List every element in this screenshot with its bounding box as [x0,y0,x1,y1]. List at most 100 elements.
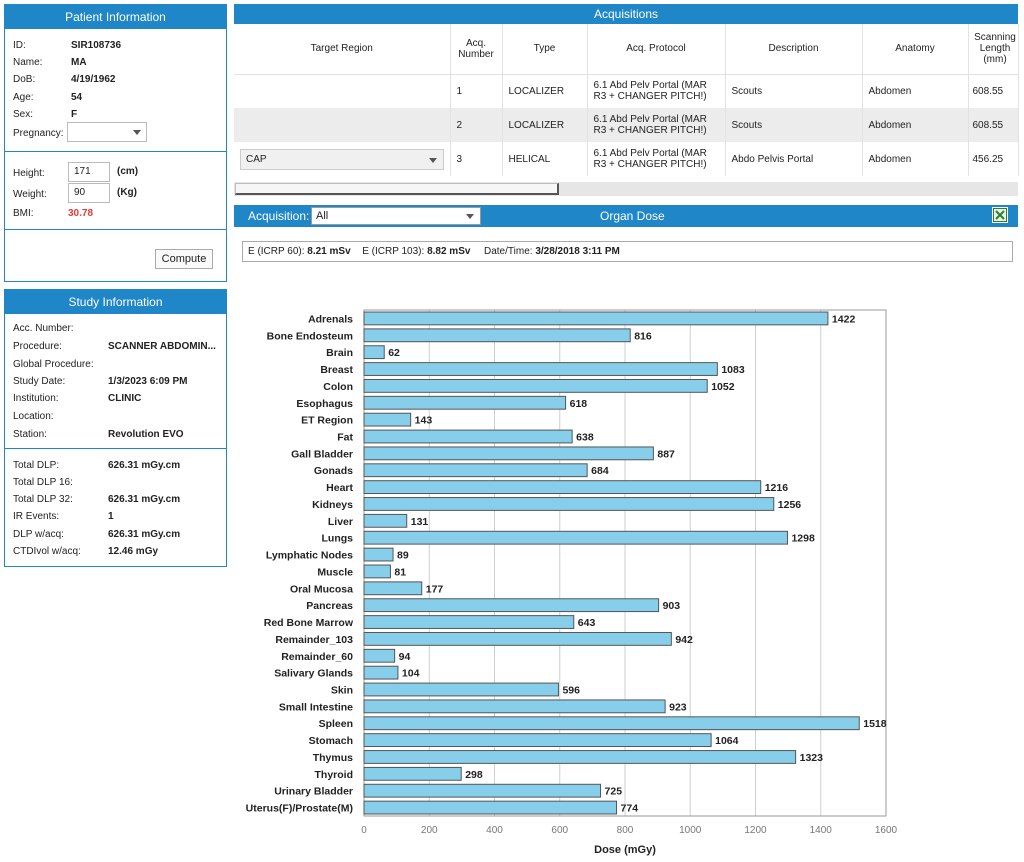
field-label: Sex: [13,109,34,120]
patient-age-row: Age: 54 [13,92,82,103]
bar[interactable] [363,716,860,731]
bar-value-label: 942 [675,634,693,646]
field-label: Global Procedure: [13,359,94,370]
bar[interactable] [363,648,396,663]
bar[interactable] [363,682,559,697]
field-value: Revolution EVO [108,429,184,440]
target-region-select[interactable]: CAP [240,148,444,170]
bar-value-label: 725 [605,786,623,798]
length-cell: 456.25 [968,142,1019,176]
category-label: Muscle [317,566,353,578]
bar-value-label: 903 [663,600,681,612]
category-label: Remainder_60 [281,651,353,663]
bar[interactable] [363,800,618,815]
bar[interactable] [363,750,797,764]
horizontal-scrollbar[interactable] [234,182,1018,196]
bar-value-label: 94 [399,651,411,663]
weight-label: Weight: [13,189,47,200]
study-procedure-row: Procedure: SCANNER ABDOMIN... [13,341,216,352]
category-label: Oral Mucosa [290,583,353,595]
bar[interactable] [363,530,788,545]
acq-number-cell: 1 [450,74,503,108]
column-header[interactable]: Anatomy [862,24,969,74]
pregnancy-select[interactable] [67,122,147,142]
excel-glyph [994,209,1006,221]
excel-export-icon[interactable] [992,207,1008,223]
bar[interactable] [363,497,775,511]
column-header[interactable]: Scanning Length (mm) [968,24,1019,74]
bar[interactable] [363,429,573,444]
bar[interactable] [363,412,412,427]
acquisition-filter-value: All [316,210,329,222]
field-value: F [71,109,78,120]
table-row[interactable]: 2 LOCALIZER 6.1 Abd Pelv Portal (MAR R3 … [234,108,1019,142]
field-label: Total DLP: [13,460,60,471]
field-label: Station: [13,429,47,440]
field-value: 1/3/2023 6:09 PM [108,376,188,387]
weight-unit: (Kg) [117,187,137,198]
height-input[interactable]: 171 [68,162,110,182]
ir-events-row: IR Events: 1 [13,511,114,522]
bar[interactable] [363,615,575,629]
anatomy-cell: Abdomen [862,108,969,142]
field-value: 12.46 mGy [108,546,159,557]
bar-value-label: 89 [397,550,409,562]
weight-input[interactable]: 90 [68,183,110,203]
acq-number-cell: 2 [450,108,503,142]
bar[interactable] [363,733,712,748]
bar-value-label: 816 [634,330,652,342]
bar-value-label: 81 [394,566,406,578]
category-label: Skin [331,685,353,697]
column-header[interactable]: Target Region [234,24,451,74]
e103-value: 8.82 mSv [427,246,471,257]
bar[interactable] [363,665,399,680]
table-row[interactable]: CAP 3 HELICAL 6.1 Abd Pelv Portal (MAR R… [234,142,1019,176]
effective-dose-summary: E (ICRP 60): 8.21 mSv E (ICRP 103): 8.82… [242,241,1013,262]
category-label: Liver [328,516,353,528]
target-region-cell: CAP [234,142,451,176]
bar-value-label: 104 [402,668,420,680]
column-header[interactable]: Acq. Number [450,24,503,74]
description-cell: Abdo Pelvis Portal [725,142,863,176]
bar[interactable] [363,395,567,410]
bar[interactable] [363,378,708,393]
compute-button[interactable]: Compute [155,249,213,269]
bar[interactable] [363,463,588,478]
bar[interactable] [363,598,660,613]
column-header[interactable]: Acq. Protocol [587,24,726,74]
bar[interactable] [363,328,631,343]
bar[interactable] [363,766,462,781]
bar-value-label: 1216 [765,482,789,494]
bar[interactable] [363,362,718,376]
field-label: ID: [13,40,26,51]
table-row[interactable]: 1 LOCALIZER 6.1 Abd Pelv Portal (MAR R3 … [234,74,1019,108]
field-value: 1 [108,511,114,522]
total-dlp32-row: Total DLP 32: 626.31 mGy.cm [13,494,180,505]
bar[interactable] [363,345,385,360]
bar-value-label: 1422 [832,313,856,325]
bar[interactable] [363,480,762,495]
x-tick-label: 1400 [810,825,833,836]
field-label: IR Events: [13,511,60,522]
bar[interactable] [363,446,654,461]
bar[interactable] [363,547,394,562]
bar[interactable] [363,513,408,528]
category-label: Colon [323,381,353,393]
scrollbar-thumb[interactable] [235,183,559,195]
category-label: Uterus(F)/Prostate(M) [246,803,353,815]
chevron-down-icon [133,130,141,135]
category-label: Salivary Glands [274,668,353,680]
field-value: SCANNER ABDOMIN... [108,341,216,352]
column-header[interactable]: Description [725,24,863,74]
acquisition-filter-select[interactable]: All [311,207,481,225]
column-header[interactable]: Type [502,24,588,74]
x-tick-label: 0 [361,825,367,836]
bar[interactable] [363,631,672,646]
bar[interactable] [363,311,829,326]
bar[interactable] [363,783,602,798]
bar[interactable] [363,564,391,579]
study-panel-title: Study Information [5,290,226,314]
plot-frame [363,309,887,817]
bar[interactable] [363,699,666,714]
bar[interactable] [363,581,423,596]
